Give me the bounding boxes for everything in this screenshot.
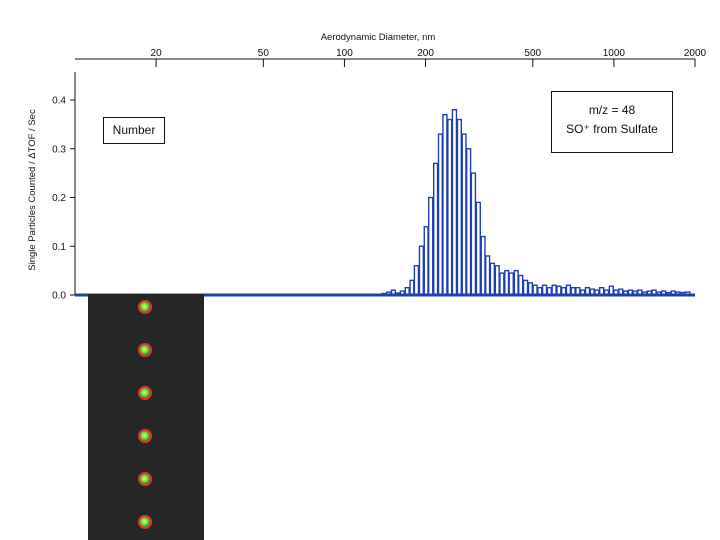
ion-mz-label: m/z = 48 (588, 103, 636, 117)
histogram-bar (475, 201, 481, 296)
particle-dot (138, 300, 152, 314)
ion-label-box: m/z = 48 SO⁺ from Sulfate (551, 91, 673, 153)
histogram-bar (437, 133, 443, 296)
histogram-bar (494, 265, 500, 296)
histogram-bar (513, 269, 519, 296)
histogram-bar (508, 272, 514, 296)
x-tick-label: 100 (336, 48, 353, 59)
particle-dot (138, 429, 152, 443)
number-label: Number (112, 123, 156, 137)
y-tick-label: 0.2 (52, 193, 66, 204)
particle-dot (138, 472, 152, 486)
histogram-bar (447, 118, 453, 296)
histogram-bar (527, 282, 534, 296)
particle-dot (138, 515, 152, 529)
histogram-bar (461, 133, 467, 296)
histogram-bar (433, 162, 439, 296)
histogram-bar (504, 269, 510, 296)
histogram-bar (423, 226, 429, 296)
number-label-box: Number (103, 117, 165, 144)
histogram-bar (470, 172, 477, 296)
bars-group (381, 109, 691, 296)
ion-species-label: SO⁺ from Sulfate (566, 122, 658, 136)
histogram-bar (427, 196, 434, 296)
histogram-bar (442, 113, 448, 296)
x-tick-label: 50 (258, 48, 270, 59)
y-tick-label: 0.1 (52, 242, 66, 253)
particle-dot (138, 343, 152, 357)
particle-dot (138, 386, 152, 400)
x-tick-label: 500 (524, 48, 541, 59)
histogram-bar (413, 265, 420, 296)
x-tick-label: 1000 (603, 48, 626, 59)
histogram-bar (465, 148, 472, 296)
y-ticks-group: 0.0 0.1 0.2 0.3 0.4 (52, 96, 75, 302)
x-tick-label: 2000 (684, 48, 707, 59)
histogram-bar (485, 255, 491, 296)
y-tick-label: 0.0 (52, 291, 66, 302)
histogram-bar (499, 272, 505, 296)
histogram-bar (518, 274, 524, 296)
x-tick-label: 200 (417, 48, 434, 59)
y-axis-title: Single Particles Counted / ΔTOF / Sec (27, 109, 38, 271)
histogram-bar (480, 235, 486, 296)
particle-image-panel (88, 294, 204, 540)
histogram-bar (418, 245, 425, 296)
histogram-bar (409, 279, 415, 296)
histogram-bar (456, 118, 462, 296)
histogram-bar (451, 109, 458, 296)
x-axis-title: Aerodynamic Diameter, nm (321, 32, 436, 43)
x-tick-label: 20 (151, 48, 163, 59)
histogram-bar (489, 262, 496, 296)
x-ticks-group: 20 50 100 200 500 1000 2000 (151, 48, 707, 67)
y-tick-label: 0.4 (52, 96, 66, 107)
histogram-bar (522, 279, 529, 296)
y-tick-label: 0.3 (52, 144, 66, 155)
